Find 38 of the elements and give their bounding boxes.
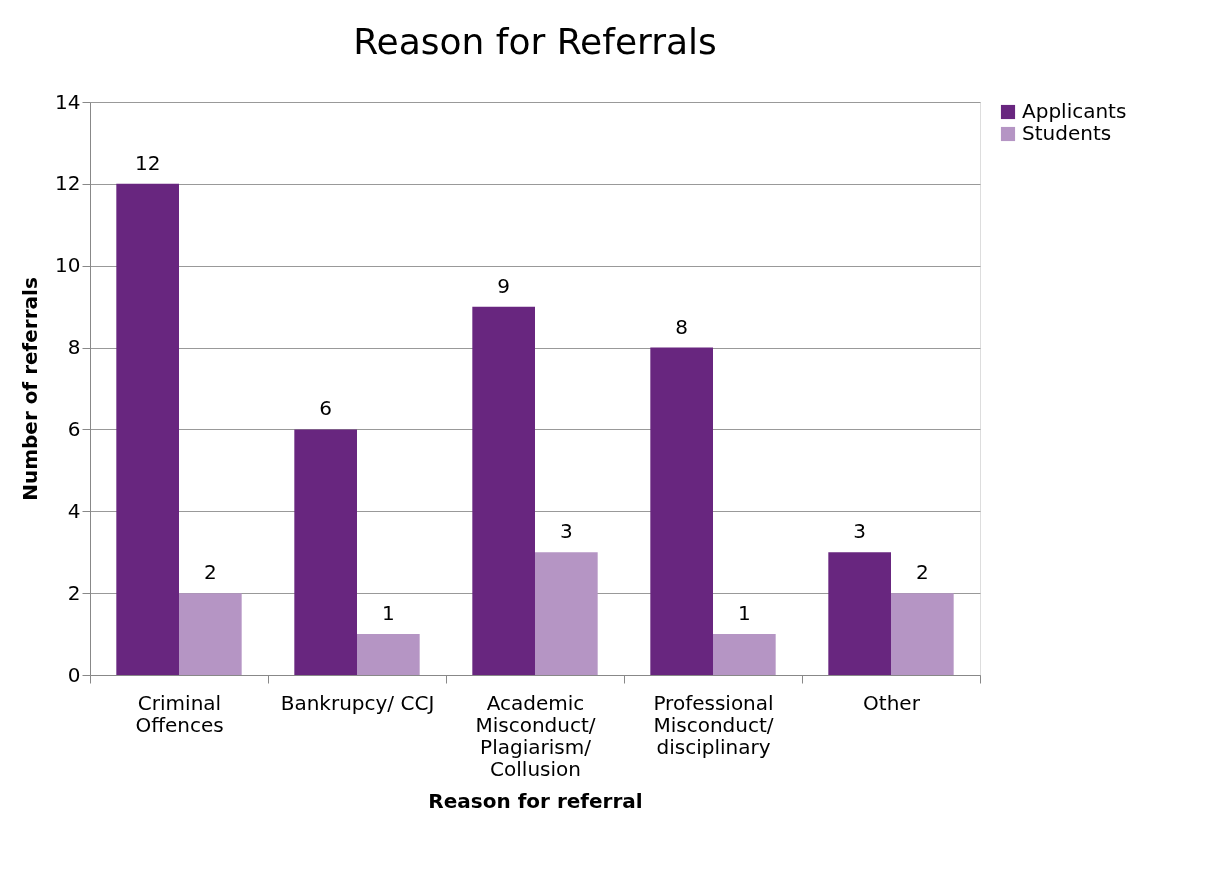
bar [650,347,713,675]
x-tick-label: Bankrupcy/ CCJ [280,690,435,715]
x-axis-title: Reason for referral [428,788,643,813]
data-label: 3 [559,519,573,544]
bar [713,634,776,675]
bar [472,306,535,675]
y-tick-label: 12 [55,171,81,196]
bar [535,552,598,675]
y-tick-label: 6 [67,416,81,441]
data-label: 2 [915,560,929,585]
bar [179,593,242,675]
y-tick-label: 2 [67,580,81,605]
bar [294,429,357,675]
data-label: 2 [203,560,217,585]
x-tick-label: Academic Misconduct/ Plagiarism/ Collusion [475,690,596,781]
y-tick-label: 8 [67,335,81,360]
data-label: 3 [853,519,867,544]
y-axis-title: Number of referrals [18,277,43,501]
data-label: 8 [675,314,689,339]
x-tick-label: Professional Misconduct/ disciplinary [653,690,774,759]
legend-label: Applicants [1022,99,1127,123]
data-label: 6 [319,396,333,421]
bar [357,634,420,675]
y-tick-label: 10 [55,253,81,278]
y-tick-label: 14 [55,89,81,114]
bar [116,183,179,675]
y-tick-label: 0 [67,662,81,687]
x-tick-label: Criminal Offences [135,690,224,737]
x-tick-label: Other [863,690,921,715]
data-label: 1 [381,601,395,626]
data-label: 12 [134,150,161,175]
data-label: 9 [497,273,511,298]
bar [891,593,954,675]
data-label: 1 [737,601,751,626]
y-tick-label: 4 [67,498,81,523]
bar [828,552,891,675]
legend-label: Students [1022,121,1112,145]
chart-title: Reason for Referrals [353,21,717,62]
